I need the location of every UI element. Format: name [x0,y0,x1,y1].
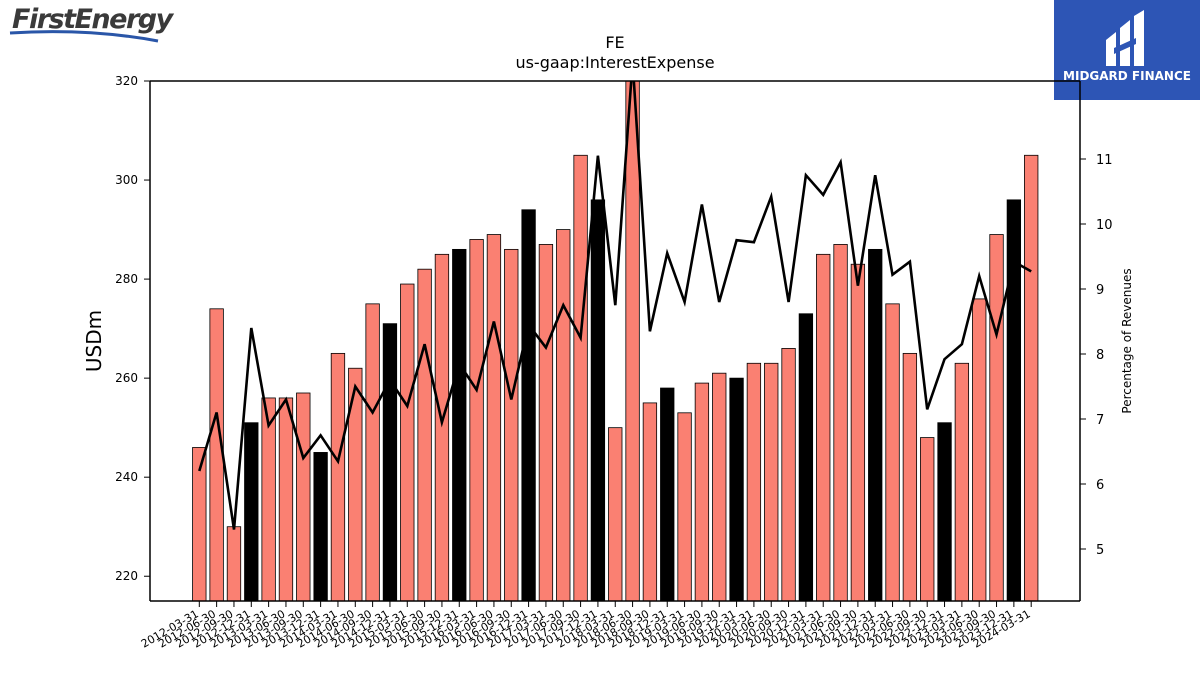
bar-2012-03-31 [192,447,207,601]
firstenergy-swoosh-icon [9,30,159,43]
bar-2022-06-30 [902,352,918,601]
bar-2022-12-31 [937,422,952,601]
bar-2017-03-31 [538,244,554,601]
bar-2023-12-31 [1006,199,1022,601]
bar-2019-12-31 [729,377,744,601]
bar-2017-06-30 [556,229,571,601]
y2-tick-label: 11 [1096,153,1113,168]
midgard-emblem-icon [1106,10,1144,66]
bar-2017-12-31 [590,199,606,601]
bar-2012-09-30 [226,526,242,601]
y-tick-label: 320 [115,74,138,88]
bar-2012-06-30 [209,308,224,601]
bar-2016-09-30 [504,248,519,601]
bar-2015-12-31 [452,248,467,601]
y-tick-label: 240 [115,470,138,484]
bar-2013-12-31 [313,452,328,601]
bar-2019-09-30 [712,372,727,601]
bar-2014-03-31 [330,352,346,601]
y-tick-label: 220 [115,569,138,583]
bar-2018-09-30 [642,402,658,601]
bar-2015-09-30 [434,253,450,601]
y2-tick-label: 7 [1096,413,1104,428]
bar-2012-12-31 [244,422,259,601]
bar-2016-03-31 [469,239,484,601]
y-tick-label: 300 [115,173,138,187]
chart-title: FE [605,33,624,52]
y-axis-label: USDm [82,310,106,372]
bar-2023-09-30 [989,234,1004,601]
bar-2021-12-31 [868,248,883,601]
bar-2024-03-31 [1024,154,1039,601]
bar-2023-03-31 [954,362,970,601]
y2-axis-label: Percentage of Revenues [1120,268,1134,413]
midgard-finance-wordmark: MIDGARD FINANCE [1063,69,1191,83]
bar-2019-03-31 [677,412,692,601]
bar-2021-03-31 [816,253,831,601]
bar-2020-12-31 [798,313,814,601]
bar-2020-09-30 [781,348,796,601]
bar-2018-03-31 [608,427,623,601]
midgard-finance-logo: MIDGARD FINANCE [1054,0,1200,100]
bar-2013-09-30 [296,392,311,601]
percentage-line [198,81,1032,530]
chart-subtitle: us-gaap:InterestExpense [515,53,714,72]
bar-2014-12-31 [382,323,398,601]
firstenergy-logo: FirstEnergy [8,2,178,46]
y2-tick-label: 9 [1096,283,1104,298]
bar-2020-06-30 [764,362,779,601]
y-tick-label: 260 [115,371,138,385]
y2-tick-label: 5 [1096,543,1104,558]
bar-2022-03-31 [885,303,900,601]
bar-2015-06-30 [417,268,432,601]
bar-2013-03-31 [261,397,276,601]
bar-2020-03-31 [746,362,762,601]
bar-2014-09-30 [365,303,380,601]
firstenergy-logo-text: FirstEnergy [12,4,173,35]
y2-tick-label: 8 [1096,348,1104,363]
bar-2015-03-31 [400,283,415,601]
bar-2016-06-30 [486,234,502,601]
y2-tick-label: 6 [1096,478,1104,493]
bar-2022-09-30 [920,437,935,601]
bar-2023-06-30 [972,298,987,601]
y-tick-label: 280 [115,272,138,286]
bar-2019-06-30 [694,382,710,601]
bar-2021-06-30 [833,244,848,601]
bar-2021-09-30 [850,263,866,601]
bar-2013-06-30 [278,397,294,601]
bar-2018-12-31 [660,387,675,601]
y2-tick-label: 10 [1096,218,1113,233]
bar-2017-09-30 [573,154,588,601]
bar-2016-12-31 [521,209,536,601]
bar-2014-06-30 [348,367,363,601]
